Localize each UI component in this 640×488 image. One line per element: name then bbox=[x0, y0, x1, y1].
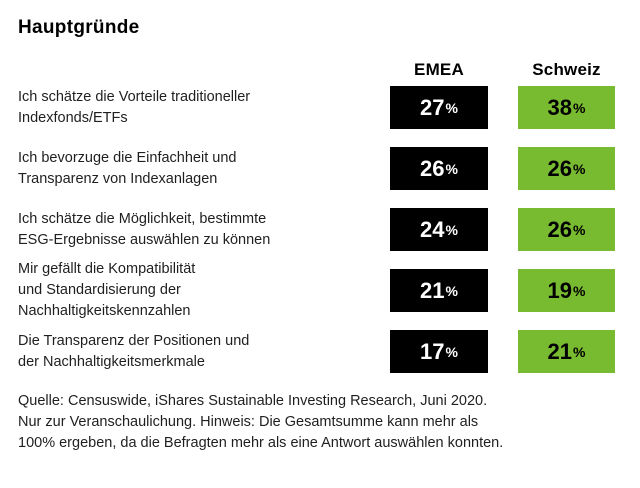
value-box-schweiz: 19% bbox=[518, 269, 615, 312]
percent-sign: % bbox=[573, 343, 586, 360]
row-label: Ich bevorzuge die Einfachheit und Transp… bbox=[18, 149, 237, 187]
value-box-schweiz: 26% bbox=[518, 208, 615, 251]
value-box-schweiz: 26% bbox=[518, 147, 615, 190]
source-footnote: Quelle: Censuswide, iShares Sustainable … bbox=[18, 393, 504, 451]
percent-sign: % bbox=[445, 221, 458, 238]
percent-sign: % bbox=[573, 221, 586, 238]
table-row: Ich schätze die Möglichkeit, bestimmte E… bbox=[18, 208, 615, 251]
column-header-schweiz: Schweiz bbox=[532, 60, 601, 79]
value-number: 17 bbox=[420, 338, 445, 364]
chart-rows: Ich schätze die Vorteile traditioneller … bbox=[18, 86, 615, 373]
value-number: 26 bbox=[547, 155, 573, 181]
value-number: 26 bbox=[420, 155, 445, 181]
table-row: Die Transparenz der Positionen und der N… bbox=[18, 330, 615, 373]
value-number: 27 bbox=[420, 94, 445, 120]
row-label: Ich schätze die Möglichkeit, bestimmte E… bbox=[18, 210, 271, 248]
value-number: 19 bbox=[547, 277, 573, 303]
row-label: Mir gefällt die Kompatibilität und Stand… bbox=[18, 261, 196, 319]
page-title: Hauptgründe bbox=[18, 17, 140, 38]
value-number: 26 bbox=[547, 216, 573, 242]
table-row: Ich bevorzuge die Einfachheit und Transp… bbox=[18, 147, 615, 190]
value-number: 21 bbox=[420, 277, 445, 303]
value-box-schweiz: 38% bbox=[518, 86, 615, 129]
value-box-emea: 24% bbox=[390, 208, 488, 251]
value-box-emea: 27% bbox=[390, 86, 488, 129]
value-number: 21 bbox=[547, 338, 573, 364]
value-box-schweiz: 21% bbox=[518, 330, 615, 373]
column-headers: EMEA Schweiz bbox=[18, 60, 615, 80]
value-number: 38 bbox=[547, 94, 573, 120]
table-row: Ich schätze die Vorteile traditioneller … bbox=[18, 86, 615, 129]
value-box-emea: 17% bbox=[390, 330, 488, 373]
percent-sign: % bbox=[573, 282, 586, 299]
percent-sign: % bbox=[573, 160, 586, 177]
percent-sign: % bbox=[573, 99, 586, 116]
percent-sign: % bbox=[445, 343, 458, 360]
value-box-emea: 26% bbox=[390, 147, 488, 190]
row-label: Ich schätze die Vorteile traditioneller … bbox=[18, 88, 251, 126]
value-number: 24 bbox=[420, 216, 445, 242]
table-row: Mir gefällt die Kompatibilität und Stand… bbox=[18, 261, 615, 319]
percent-sign: % bbox=[445, 99, 458, 116]
column-header-emea: EMEA bbox=[414, 60, 464, 79]
percent-sign: % bbox=[445, 282, 458, 299]
percent-sign: % bbox=[445, 160, 458, 177]
row-label: Die Transparenz der Positionen und der N… bbox=[18, 332, 250, 370]
value-box-emea: 21% bbox=[390, 269, 488, 312]
